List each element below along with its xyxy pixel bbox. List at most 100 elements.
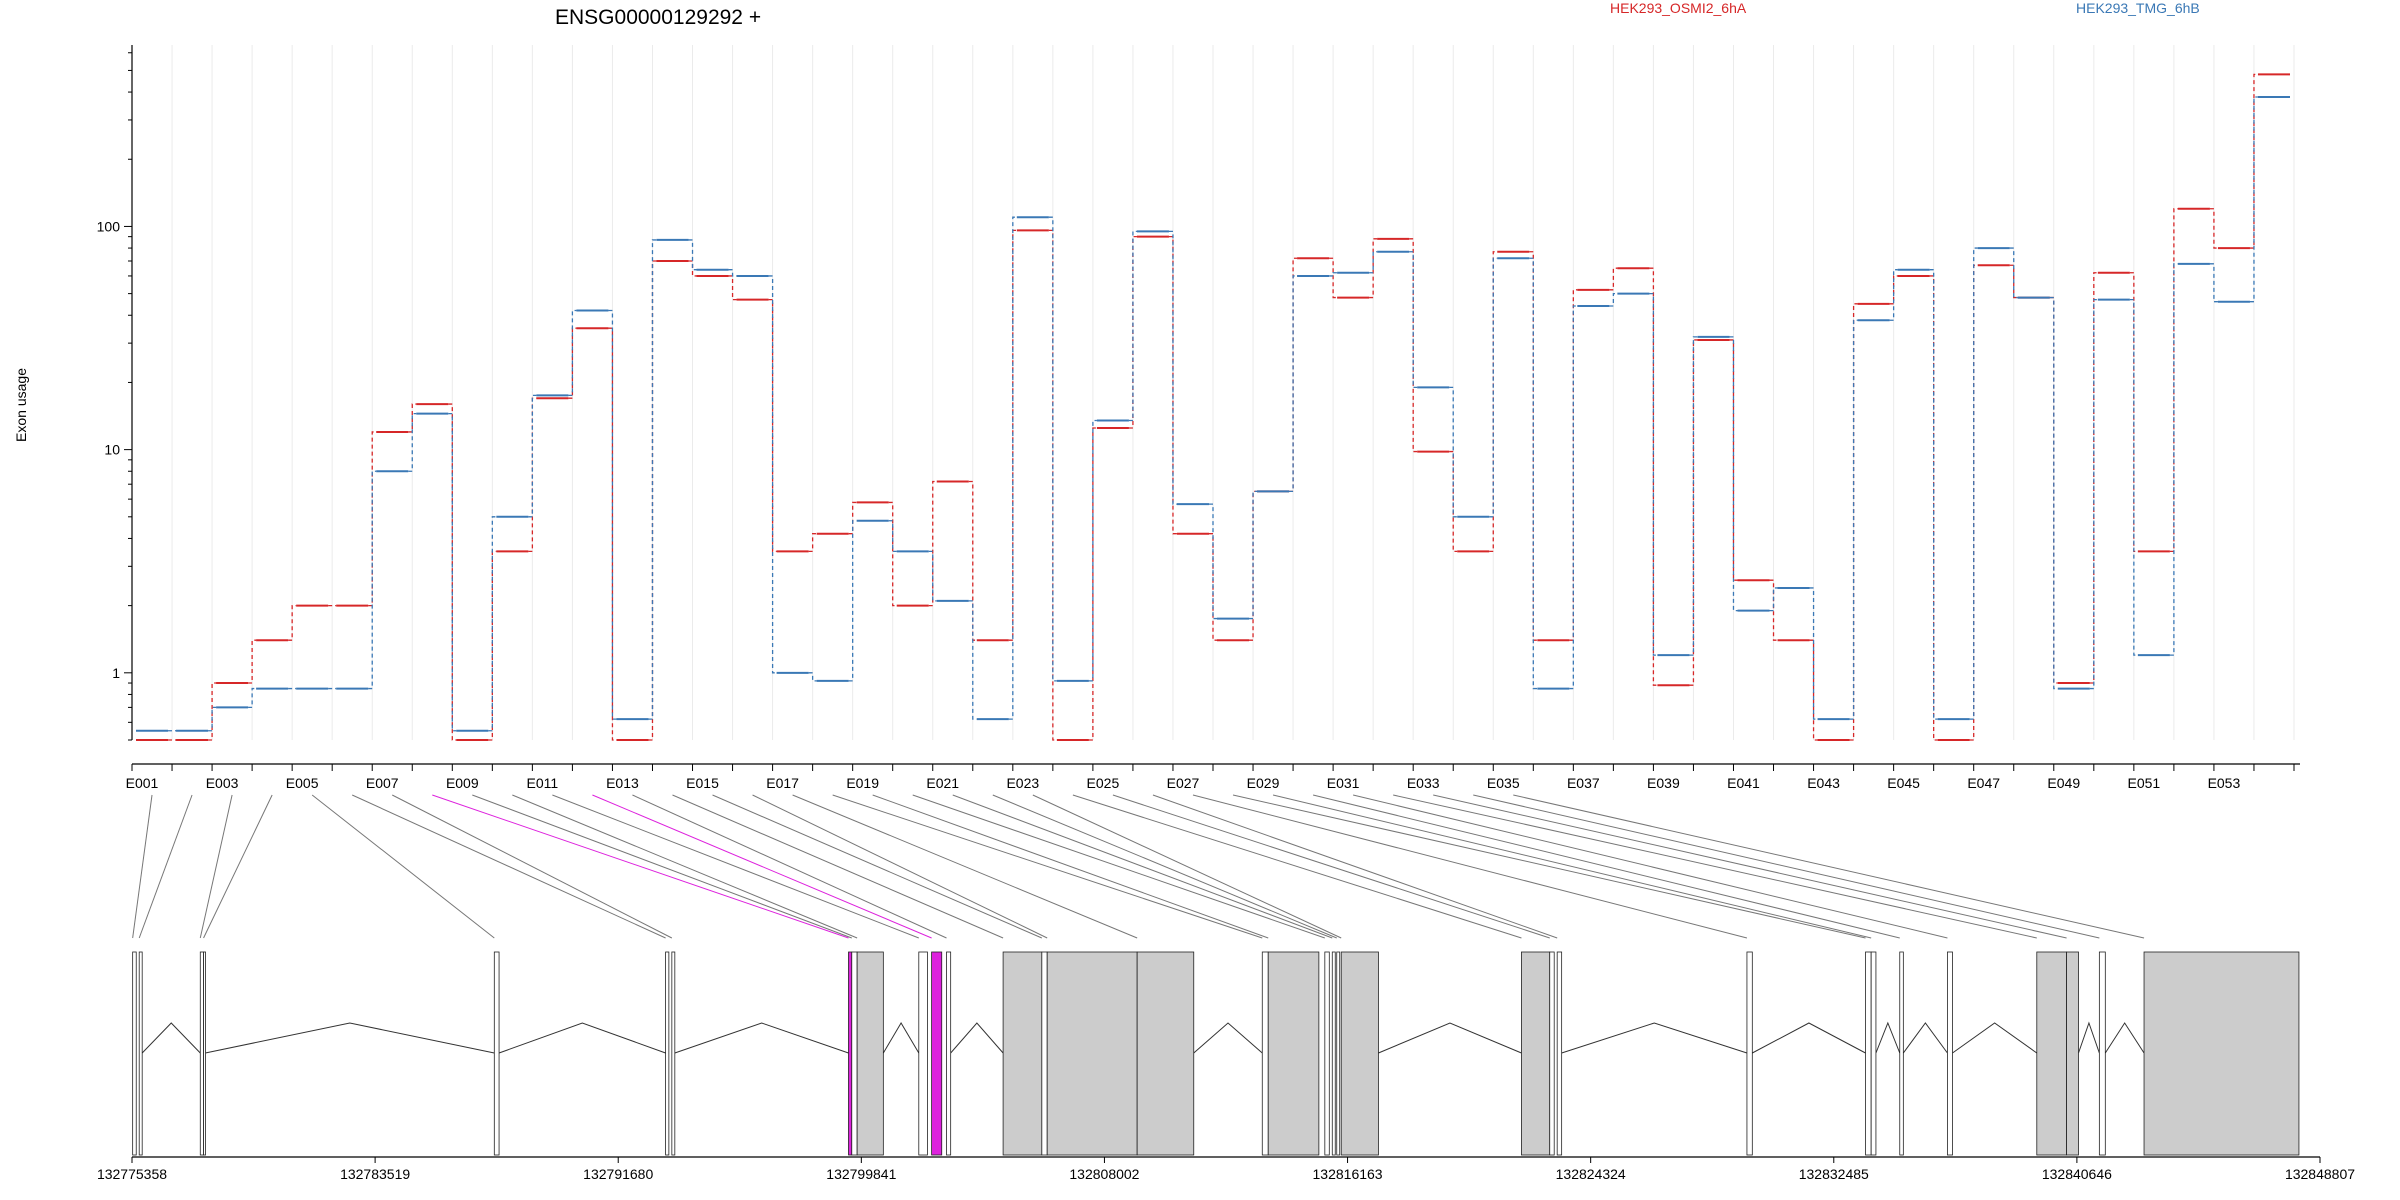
- series-riser: [608, 327, 617, 741]
- genomic-tick-label: 132832485: [1799, 1166, 1869, 1182]
- series-riser: [248, 687, 257, 709]
- series-riser: [928, 480, 937, 607]
- x-tick-label: E007: [366, 775, 399, 791]
- series-riser: [2249, 96, 2258, 303]
- gene-model: [132, 951, 2300, 1156]
- intron-line: [882, 1022, 920, 1054]
- y-axis-label: Exon usage: [13, 368, 29, 442]
- x-tick-label: E015: [686, 775, 719, 791]
- series-riser: [1609, 292, 1618, 307]
- series-riser: [1088, 427, 1097, 741]
- connector-line: [432, 794, 849, 939]
- x-tick-label: E025: [1087, 775, 1120, 791]
- series-riser: [528, 397, 537, 553]
- connector-line: [1152, 794, 1558, 939]
- connector-line: [552, 794, 919, 939]
- connector-line: [351, 794, 666, 939]
- connector-line: [203, 794, 273, 939]
- series-lines: [136, 73, 2290, 741]
- series-riser: [1329, 257, 1338, 299]
- exon-box: [1324, 951, 1330, 1156]
- exon-box: [1746, 951, 1753, 1156]
- genomic-tick-label: 132799841: [826, 1166, 896, 1182]
- exon-box: [1046, 951, 1138, 1156]
- exon-box: [1521, 951, 1551, 1156]
- chart-title: ENSG00000129292 +: [555, 6, 761, 29]
- legend-entry-tmg: HEK293_TMG_6hB: [2076, 0, 2200, 16]
- series-riser: [1289, 275, 1298, 493]
- axes: 1 10 100 E001 E003 E005 E007 E009 E011 E013 E015 E0…: [97, 45, 2300, 791]
- series-riser: [808, 533, 817, 553]
- x-tick-label: E029: [1247, 775, 1280, 791]
- series-riser: [2089, 272, 2098, 684]
- connector-line: [1513, 794, 2145, 939]
- series-riser: [688, 260, 697, 277]
- series-riser: [1849, 319, 1858, 720]
- x-tick-label: E001: [126, 775, 159, 791]
- series-riser: [408, 412, 417, 472]
- series-riser: [1048, 229, 1057, 741]
- series-riser: [2169, 263, 2178, 656]
- series-riser: [968, 600, 977, 720]
- series-riser: [568, 309, 577, 397]
- genomic-tick-label: 132840646: [2042, 1166, 2112, 1182]
- exon-box: [931, 951, 943, 1156]
- connector-line: [992, 794, 1337, 939]
- connector-line: [1232, 794, 1866, 939]
- exon-box: [1947, 951, 1953, 1156]
- intron-line: [1752, 1022, 1866, 1054]
- connector-line: [1393, 794, 2037, 939]
- exon-box: [203, 951, 206, 1156]
- genomic-tick-label: 132824324: [1556, 1166, 1626, 1182]
- exon-box: [1331, 951, 1336, 1156]
- series-riser: [1889, 269, 1898, 321]
- connector-line: [1353, 794, 1948, 939]
- genomic-tick-label: 132775358: [97, 1166, 167, 1182]
- series-riser: [1809, 587, 1818, 720]
- series-riser: [648, 260, 657, 741]
- genomic-tick-label: 132808002: [1069, 1166, 1139, 1182]
- x-tick-label: E049: [2047, 775, 2080, 791]
- exon-box: [918, 951, 928, 1156]
- x-tick-label: E005: [286, 775, 319, 791]
- x-tick-label: E047: [1967, 775, 2000, 791]
- exon-box: [1870, 951, 1877, 1156]
- series-riser: [1168, 230, 1177, 505]
- exon-box: [1899, 951, 1904, 1156]
- series-riser: [968, 480, 977, 641]
- series-riser: [1729, 336, 1738, 612]
- connector-line: [752, 794, 1048, 939]
- series-riser: [1409, 251, 1418, 389]
- legend-entry-osmi: HEK293_OSMI2_6hA: [1610, 0, 1747, 16]
- series-riser: [2009, 264, 2018, 299]
- y-tick-label: 10: [104, 442, 120, 458]
- intron-line: [205, 1022, 495, 1054]
- series-riser: [1369, 238, 1378, 299]
- series-riser: [1689, 336, 1698, 656]
- x-tick-label: E037: [1567, 775, 1600, 791]
- genomic-tick-label: 132791680: [583, 1166, 653, 1182]
- series-riser: [448, 412, 457, 732]
- exon-box: [1267, 951, 1320, 1156]
- connector-line: [1312, 794, 1900, 939]
- series-riser: [728, 269, 737, 277]
- intron-line: [1561, 1022, 1748, 1054]
- series-tmg: [136, 96, 2290, 732]
- connector-line: [392, 794, 673, 939]
- series-riser: [1168, 235, 1177, 535]
- exon-box: [1865, 951, 1872, 1156]
- x-tick-label: E011: [527, 775, 559, 791]
- exon-box: [1002, 951, 1043, 1156]
- series-riser: [1449, 450, 1458, 553]
- series-riser: [1008, 216, 1017, 720]
- exon-box: [132, 951, 137, 1156]
- series-riser: [368, 470, 377, 690]
- intron-line: [498, 1022, 666, 1054]
- series-riser: [888, 520, 897, 553]
- series-riser: [1489, 257, 1498, 518]
- exon-box: [199, 951, 204, 1156]
- exon-box: [665, 951, 670, 1156]
- x-tick-label: E021: [926, 775, 959, 791]
- series-riser: [1809, 639, 1818, 741]
